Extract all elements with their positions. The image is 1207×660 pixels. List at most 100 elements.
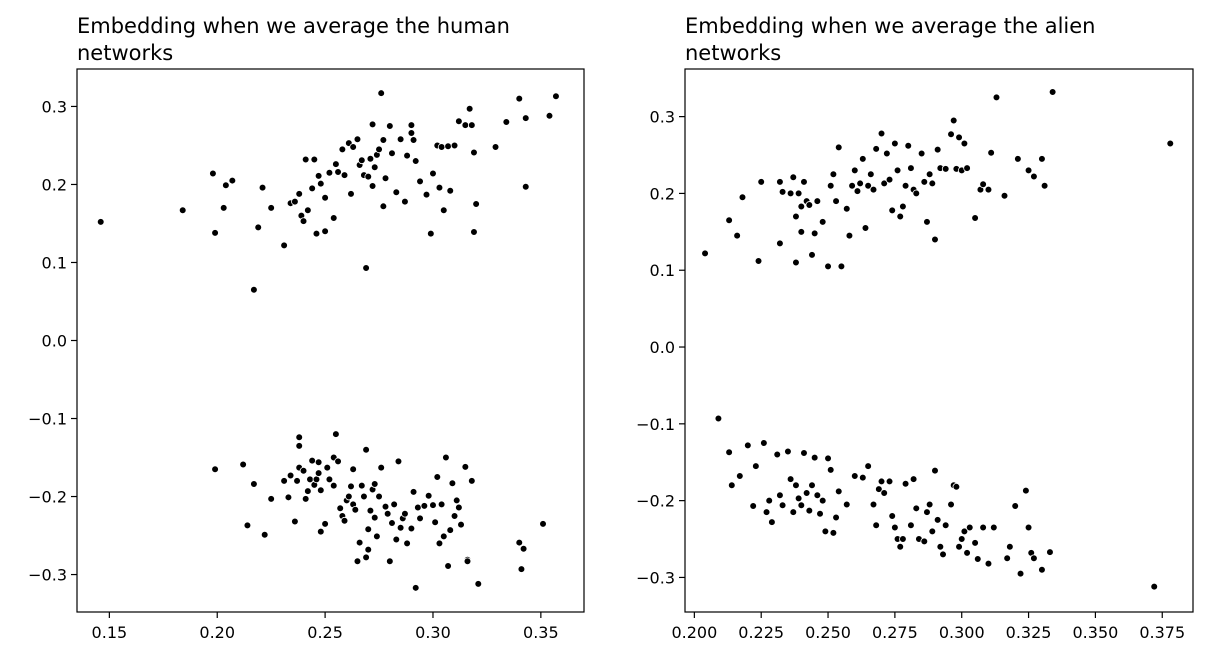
- scatter-point: [386, 122, 394, 130]
- scatter-point: [379, 136, 388, 144]
- scatter-point: [1014, 155, 1022, 163]
- scatter-point: [325, 475, 334, 484]
- scatter-point: [299, 466, 308, 475]
- scatter-point: [738, 193, 747, 202]
- scatter-point: [308, 456, 316, 465]
- scatter-point: [939, 550, 947, 559]
- y-tick-label: 0.3: [42, 97, 67, 116]
- plot-frame-human: [76, 68, 585, 613]
- x-tick-label: 0.250: [805, 623, 851, 642]
- scatter-point: [321, 227, 329, 236]
- scatter-point: [861, 224, 870, 232]
- scatter-point: [899, 535, 907, 543]
- scatter-point: [211, 229, 219, 237]
- scatter-point: [228, 176, 237, 185]
- scatter-point: [869, 185, 878, 194]
- scatter-point: [834, 143, 843, 152]
- scatter-point: [877, 129, 886, 138]
- scatter-point: [909, 475, 918, 483]
- scatter-point: [925, 500, 934, 509]
- scatter-point: [450, 141, 459, 150]
- scatter-point: [829, 529, 838, 537]
- scatter-point: [800, 178, 808, 186]
- x-tick-label: 0.225: [738, 623, 784, 642]
- scatter-point: [308, 184, 316, 193]
- scatter-point: [390, 500, 398, 509]
- scatter-point: [435, 183, 444, 192]
- scatter-point: [439, 206, 448, 215]
- scatter-point: [920, 537, 929, 546]
- scatter-point: [1150, 582, 1159, 591]
- scatter-point: [539, 520, 547, 528]
- scatter-point: [850, 166, 859, 175]
- scatter-point: [917, 149, 926, 158]
- scatter-point: [789, 173, 798, 182]
- scatter-point: [465, 104, 474, 113]
- scatter-point: [301, 155, 310, 164]
- scatter-point: [258, 183, 267, 192]
- x-tick-label: 0.350: [1073, 623, 1119, 642]
- scatter-point: [284, 493, 293, 502]
- scatter-point: [776, 178, 784, 186]
- scatter-point: [842, 204, 851, 213]
- scatter-point: [502, 118, 511, 126]
- scatter-point: [805, 506, 814, 515]
- scatter-point: [1011, 502, 1019, 510]
- y-tick-label: 0.3: [650, 108, 675, 127]
- scatter-point: [896, 542, 905, 551]
- scatter-point: [931, 235, 939, 244]
- scatter-point: [931, 466, 939, 475]
- scatter-point: [345, 492, 353, 501]
- scatter-point: [786, 475, 795, 483]
- scatter-point: [338, 145, 347, 154]
- scatter-point: [864, 181, 872, 190]
- scatter-point: [439, 532, 448, 541]
- scatter-point: [901, 181, 910, 190]
- scatter-point: [286, 471, 295, 480]
- scatter-point: [340, 171, 349, 179]
- scatter-point: [470, 148, 478, 157]
- chart-title-alien-line2: networks: [685, 41, 781, 65]
- scatter-point: [901, 479, 910, 488]
- scatter-point: [394, 457, 403, 466]
- scatter-point: [329, 214, 338, 222]
- scatter-point: [291, 517, 299, 526]
- scatter-point: [314, 469, 323, 477]
- scatter-points-human: [96, 89, 560, 592]
- scatter-point: [349, 465, 357, 474]
- y-tick-label: 0.0: [650, 338, 675, 357]
- scatter-point: [431, 518, 439, 527]
- scatter-point: [727, 481, 736, 490]
- scatter-point: [409, 136, 418, 144]
- scatter-point: [304, 206, 312, 215]
- scatter-point: [403, 151, 411, 160]
- scatter-point: [474, 580, 483, 588]
- scatter-point: [373, 532, 381, 541]
- scatter-point: [744, 441, 752, 450]
- scatter-point: [933, 145, 942, 154]
- scatter-point: [794, 189, 803, 198]
- scatter-point: [891, 139, 899, 148]
- scatter-point: [461, 121, 470, 129]
- scatter-point: [364, 525, 373, 534]
- scatter-point: [1046, 548, 1054, 556]
- x-tick-label: 0.30: [415, 623, 451, 642]
- scatter-point: [1022, 486, 1030, 495]
- scatter-point: [818, 218, 827, 226]
- scatter-point: [351, 505, 360, 514]
- scatter-point: [808, 251, 816, 259]
- scatter-point: [797, 501, 806, 510]
- scatter-point: [267, 204, 275, 212]
- scatter-point: [293, 477, 301, 485]
- scatter-point: [832, 197, 840, 205]
- scatter-point: [891, 523, 899, 532]
- scatter-point: [211, 465, 219, 474]
- scatter-point: [760, 439, 768, 447]
- scatter-point: [818, 496, 827, 505]
- scatter-point: [301, 495, 310, 503]
- scatter-point: [971, 214, 979, 222]
- scatter-point: [877, 477, 886, 486]
- scatter-point: [880, 489, 888, 497]
- scatter-point: [1016, 569, 1025, 578]
- scatter-point: [295, 190, 304, 198]
